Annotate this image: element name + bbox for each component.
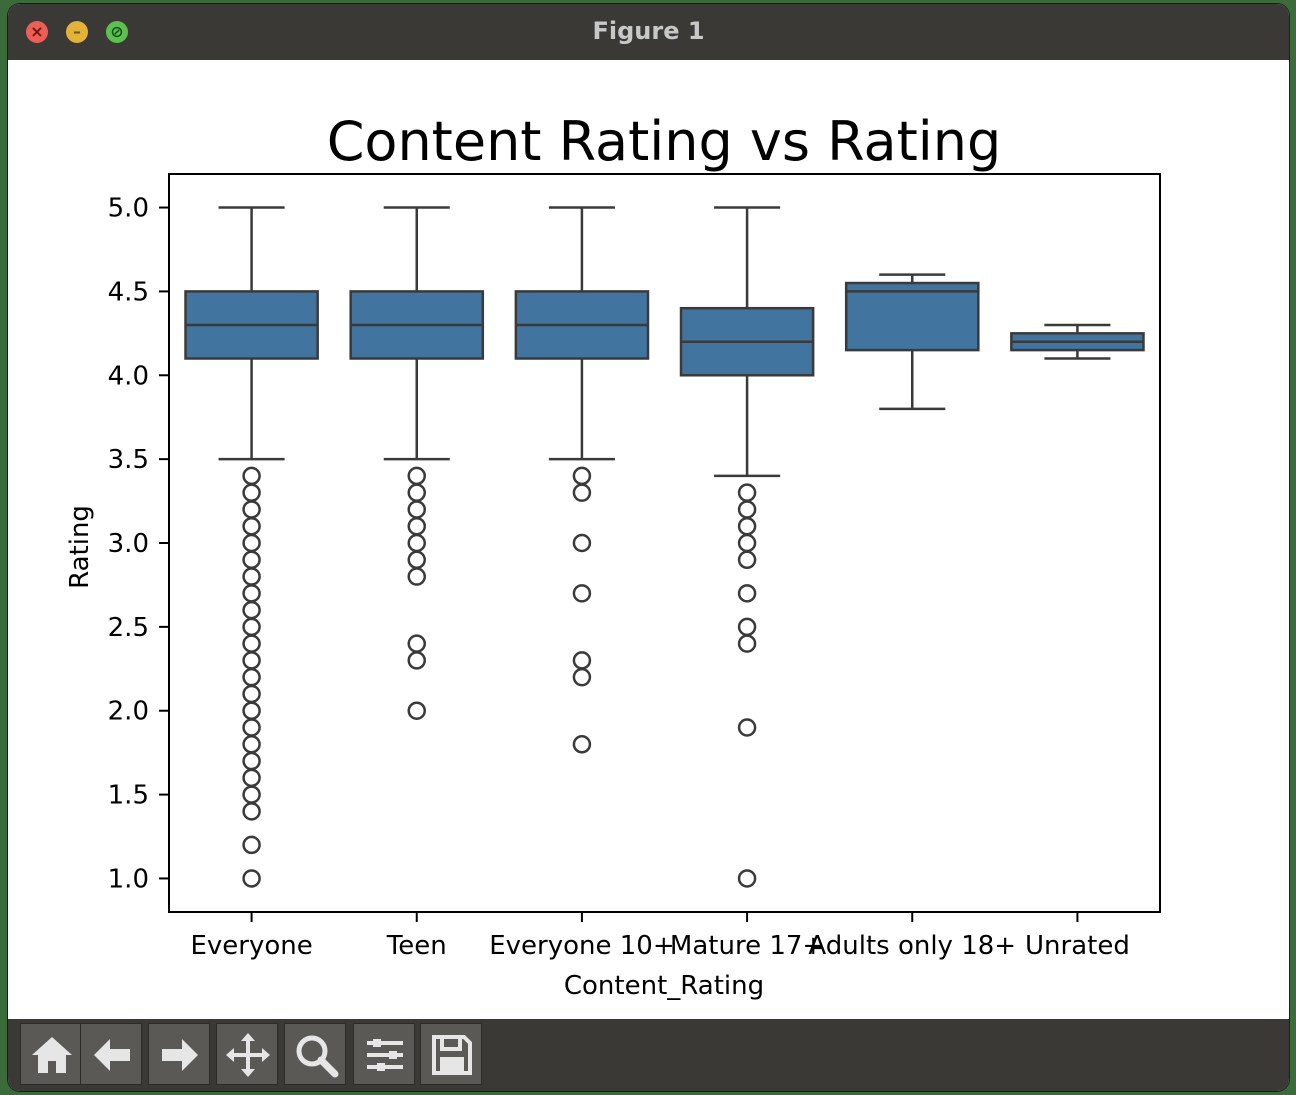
x-tick-label: Mature 17+ [670, 931, 824, 961]
pan-icon [226, 1033, 270, 1077]
boxplot-chart: Content Rating vs Rating 1.0 1.5 2.0 2.5 3.0… [65, 110, 1161, 1001]
outlier-point [242, 617, 261, 637]
save-icon [432, 1035, 472, 1075]
box-iqr [844, 281, 980, 352]
y-tick-label: 3.5 [108, 445, 149, 475]
outlier-point [572, 483, 592, 502]
outlier-point [572, 466, 592, 486]
outlier-point [242, 500, 261, 519]
outlier-point [242, 684, 261, 704]
outlier-point [407, 701, 426, 720]
outlier-point [242, 533, 261, 553]
outlier-point [572, 651, 592, 670]
x-axis-label: Content_Rating [564, 971, 764, 1001]
maximize-button[interactable]: ⊘ [106, 21, 128, 43]
outlier-point [737, 634, 757, 653]
title-bar[interactable]: × – ⊘ Figure 1 [8, 4, 1289, 61]
chart-title: Content Rating vs Rating [327, 110, 1002, 173]
zoom-button[interactable] [284, 1023, 346, 1085]
outlier-point [737, 550, 757, 570]
plot-area: Content Rating vs Rating 1.0 1.5 2.0 2.5 3.0… [8, 60, 1289, 1019]
outlier-point [407, 500, 426, 519]
configure-subplots-icon [367, 1039, 403, 1071]
x-tick-label: Everyone 10+ [489, 931, 674, 961]
outlier-point [572, 533, 592, 553]
outlier-point [407, 466, 426, 486]
back-arrow-icon [94, 1039, 130, 1071]
y-tick-label: 1.5 [108, 781, 149, 811]
outlier-point [407, 567, 426, 586]
configure-subplots-button[interactable] [353, 1023, 415, 1085]
y-tick-label: 4.0 [108, 361, 149, 391]
outlier-point [242, 802, 261, 821]
y-axis-label: Rating [65, 505, 95, 589]
minimize-button[interactable]: – [66, 21, 88, 43]
save-button[interactable] [420, 1023, 482, 1085]
outlier-point [242, 584, 261, 603]
y-tick-label: 2.0 [108, 697, 149, 727]
x-tick-label: Everyone [190, 931, 312, 961]
outlier-point [242, 550, 261, 570]
close-button[interactable]: × [26, 21, 48, 43]
outlier-point [242, 567, 261, 586]
outlier-point [572, 735, 592, 754]
outlier-point [572, 584, 592, 603]
back-arrow-button[interactable] [80, 1023, 142, 1085]
outlier-point [407, 651, 426, 670]
x-tick-label: Teen [386, 931, 447, 961]
outlier-point [407, 533, 426, 553]
window-title: Figure 1 [592, 17, 705, 45]
outlier-point [737, 483, 757, 502]
outlier-point [242, 466, 261, 486]
outlier-point [572, 667, 592, 687]
close-icon: × [30, 22, 44, 41]
home-button[interactable] [20, 1023, 82, 1085]
outlier-point [242, 667, 261, 687]
figure-window: × – ⊘ Figure 1 Content Rating vs Rating … [8, 4, 1289, 1091]
outlier-point [242, 634, 261, 653]
forward-arrow-icon [162, 1039, 198, 1071]
y-tick-label: 4.5 [108, 277, 149, 307]
home-icon [32, 1037, 72, 1073]
outlier-point [242, 483, 261, 502]
outlier-point [407, 634, 426, 653]
outlier-point [242, 751, 261, 771]
outlier-point [242, 516, 261, 536]
outlier-point [407, 550, 426, 570]
outlier-point [242, 768, 261, 788]
axes-frame [168, 173, 1161, 913]
outlier-point [242, 701, 261, 720]
outlier-point [242, 735, 261, 754]
minimize-icon: – [73, 22, 81, 41]
outlier-point [242, 835, 261, 855]
outlier-point [242, 785, 261, 804]
fullscreen-icon: ⊘ [110, 22, 124, 41]
outlier-point [737, 500, 757, 519]
y-tick-label: 5.0 [108, 194, 149, 224]
outlier-point [407, 516, 426, 536]
y-tick-label: 3.0 [108, 529, 149, 559]
outlier-point [737, 718, 757, 737]
outlier-point [737, 533, 757, 553]
outlier-point [737, 584, 757, 603]
outlier-point [407, 483, 426, 502]
outlier-point [737, 516, 757, 536]
y-tick-label: 1.0 [108, 864, 149, 894]
forward-arrow-button[interactable] [148, 1023, 210, 1085]
navigation-toolbar [8, 1019, 1289, 1091]
y-tick-label: 2.5 [108, 613, 149, 643]
zoom-icon [296, 1035, 339, 1078]
outlier-point [242, 718, 261, 737]
outlier-point [737, 617, 757, 637]
x-tick-label: Unrated [1025, 931, 1130, 961]
outlier-point [242, 651, 261, 670]
outlier-point [242, 869, 261, 888]
x-tick-label: Adults only 18+ [808, 931, 1016, 961]
pan-button[interactable] [216, 1023, 278, 1085]
outlier-point [242, 600, 261, 620]
outlier-point [737, 869, 757, 888]
